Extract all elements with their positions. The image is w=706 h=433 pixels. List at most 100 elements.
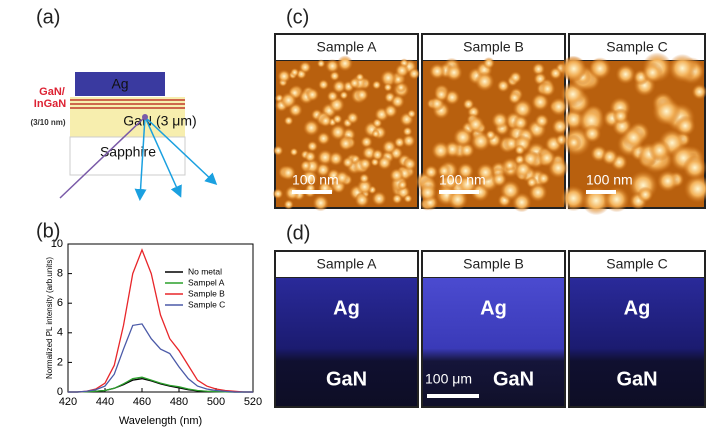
afm-grain	[649, 139, 671, 161]
afm-grain	[280, 92, 296, 108]
afm-grain	[408, 68, 420, 80]
afm-grain	[445, 64, 463, 82]
afm-grain	[337, 55, 353, 71]
afm-grain	[372, 191, 387, 206]
afm-grain	[407, 109, 416, 118]
x-tick-label: 440	[96, 396, 114, 408]
afm-grain	[396, 82, 406, 92]
afm-grain	[491, 112, 508, 129]
afm-grain	[589, 57, 612, 80]
afm-grain	[668, 54, 697, 83]
panel-label: (c)	[286, 6, 309, 28]
layer-label: GaN/	[39, 86, 65, 98]
afm-grain	[513, 115, 529, 131]
afm-grain	[419, 183, 438, 202]
afm-grain	[508, 91, 521, 104]
scale-label: 100 nm	[439, 172, 486, 188]
afm-grain	[395, 63, 409, 77]
afm-grain	[277, 69, 291, 83]
afm-grain	[383, 83, 392, 92]
scale-label: 100 nm	[586, 172, 633, 188]
sample-label: Sample A	[317, 256, 378, 272]
afm-grain	[346, 112, 359, 125]
afm-grain	[306, 88, 320, 102]
afm-grain	[273, 188, 284, 199]
afm-grain	[514, 144, 525, 155]
afm-grain	[642, 62, 663, 83]
afm-grain	[330, 124, 346, 140]
afm-grain	[325, 59, 339, 73]
afm-grain	[317, 59, 325, 67]
line-series	[68, 250, 253, 392]
gan-label: GaN	[326, 368, 367, 390]
x-tick-label: 480	[170, 396, 188, 408]
scale-label: 100 μm	[425, 371, 472, 387]
afm-grain	[675, 115, 696, 136]
afm-grain	[471, 131, 491, 151]
afm-grain	[392, 193, 403, 204]
afm-grain	[601, 149, 618, 166]
afm-grain	[548, 158, 569, 179]
afm-grain	[615, 64, 635, 84]
plot-frame	[68, 244, 253, 392]
legend-label: Sampel A	[188, 277, 225, 287]
afm-grain	[355, 193, 370, 208]
afm-grain	[497, 79, 510, 92]
afm-grain	[355, 88, 368, 101]
afm-grain	[349, 78, 360, 89]
panel-label: (d)	[286, 222, 310, 244]
sample-label: Sample B	[463, 256, 524, 272]
afm-grain	[372, 80, 381, 89]
sample-label: Sample B	[463, 39, 524, 55]
afm-grain	[290, 148, 299, 157]
afm-grain	[429, 63, 445, 79]
afm-grain	[483, 57, 495, 69]
gan-label: GaN	[493, 368, 534, 390]
sample-label: Sample C	[606, 39, 667, 55]
afm-grain	[402, 134, 415, 147]
afm-grain	[304, 151, 316, 163]
x-axis-label: Wavelength (nm)	[119, 415, 202, 427]
afm-grain	[318, 79, 329, 90]
afm-grain	[372, 149, 384, 161]
metal-label: Ag	[624, 297, 651, 319]
legend-label: No metal	[188, 266, 222, 276]
y-tick-label: 6	[57, 297, 63, 309]
legend-label: Sample C	[188, 299, 225, 309]
y-tick-label: 4	[57, 327, 63, 339]
afm-grain	[540, 81, 556, 97]
afm-grain	[319, 115, 332, 128]
afm-grain	[371, 129, 380, 138]
metal-label: Ag	[111, 76, 128, 92]
afm-grain	[312, 195, 329, 212]
afm-grain	[475, 72, 495, 92]
sample-label: Sample A	[317, 39, 378, 55]
gan-label: GaN	[616, 368, 657, 390]
afm-grain	[637, 187, 653, 203]
line-series	[68, 324, 253, 392]
pl-chart: 0246810420440460480500520Wavelength (nm)…	[45, 238, 262, 427]
afm-grain	[404, 194, 413, 203]
figure: (a) (b) (c) (d) Ag GaN (3 μm) Sapphire G…	[0, 0, 706, 428]
afm-grain	[566, 135, 582, 151]
afm-grain	[384, 104, 398, 118]
afm-grain	[299, 61, 311, 73]
afm-grain	[528, 183, 547, 202]
afm-grain	[273, 145, 283, 155]
thickness-label: (3/10 nm)	[30, 118, 65, 127]
scale-bar	[427, 394, 479, 398]
x-tick-label: 460	[133, 396, 151, 408]
afm-images: Sample A 100 nm Sample B 100 nm Sample C 100 …	[273, 33, 706, 215]
afm-grain	[328, 151, 343, 166]
y-tick-label: 8	[57, 268, 63, 280]
scale-label: 100 nm	[292, 172, 339, 188]
afm-grain	[453, 127, 473, 147]
afm-grain	[514, 160, 532, 178]
sample-label: Sample C	[606, 256, 667, 272]
afm-grain	[534, 114, 549, 129]
afm-grain	[342, 157, 354, 169]
afm-grain	[403, 157, 416, 170]
structure-diagram: Ag GaN (3 μm) Sapphire GaN/ InGaN (3/10 …	[30, 72, 215, 198]
afm-grain	[284, 116, 294, 126]
